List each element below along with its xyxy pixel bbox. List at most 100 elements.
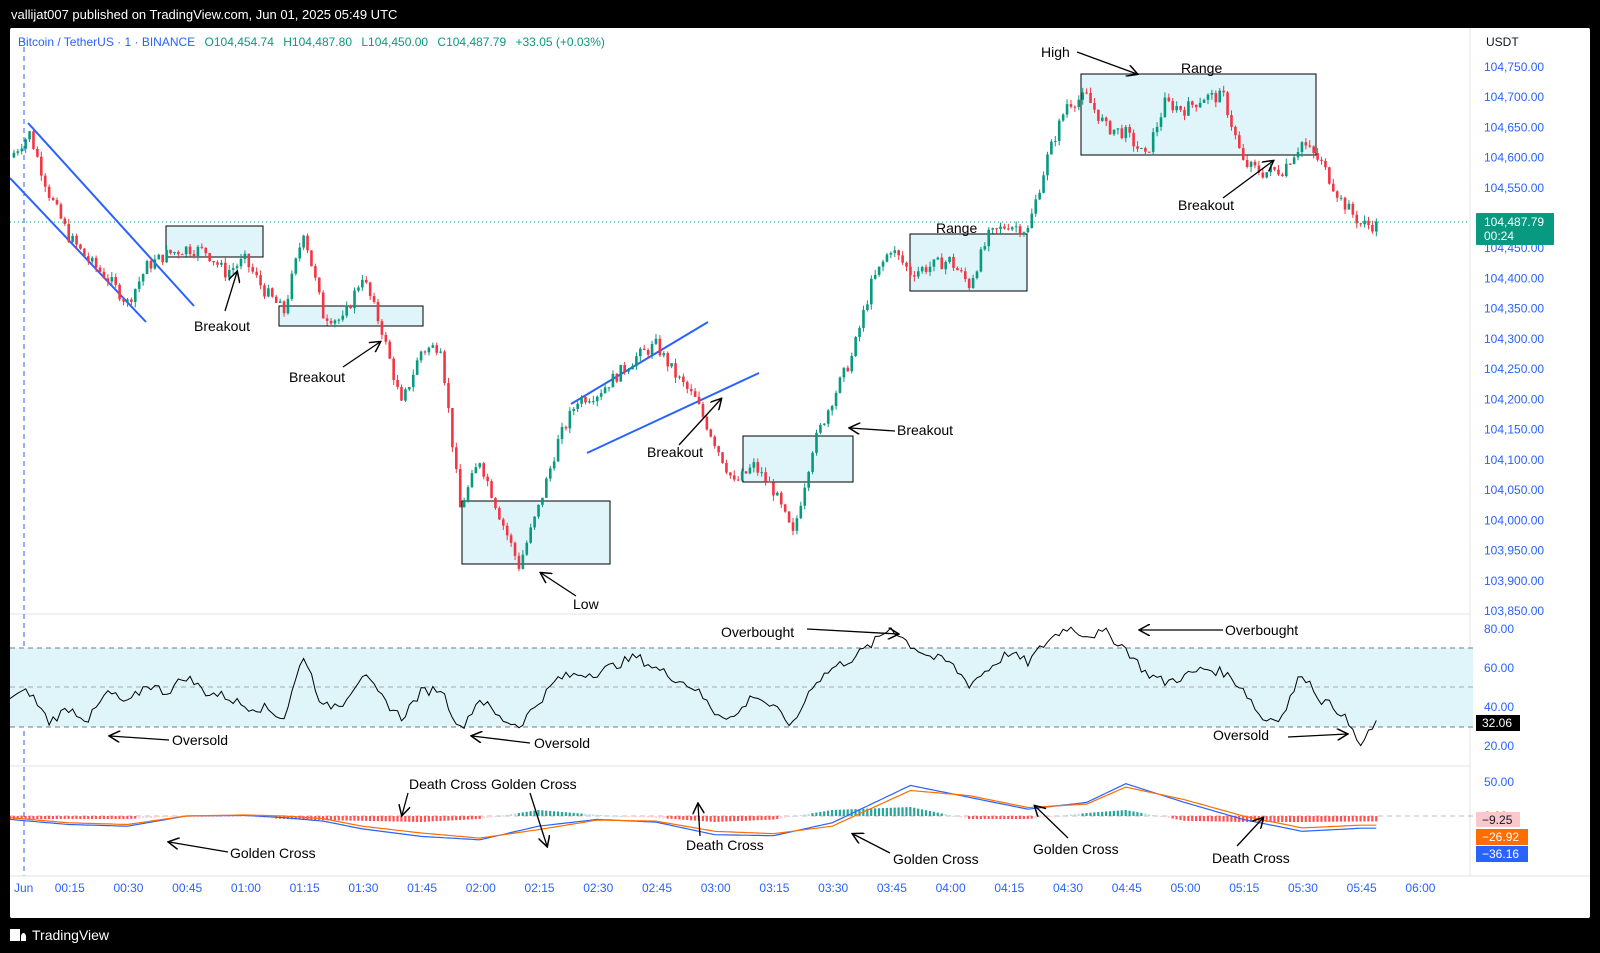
candle-body[interactable]: [200, 246, 204, 248]
candle-body[interactable]: [1343, 197, 1347, 210]
candle-body[interactable]: [126, 299, 129, 302]
candle-body[interactable]: [458, 468, 462, 508]
candle-body[interactable]: [576, 403, 579, 409]
candle-body[interactable]: [916, 271, 920, 277]
candle-body[interactable]: [870, 278, 873, 305]
candle-body[interactable]: [956, 267, 959, 271]
candle-body[interactable]: [1003, 226, 1006, 229]
candle-body[interactable]: [776, 492, 779, 496]
candle-body[interactable]: [987, 229, 991, 247]
candle-body[interactable]: [294, 258, 298, 274]
candle-body[interactable]: [979, 249, 983, 272]
candle-body[interactable]: [63, 218, 67, 225]
candle-body[interactable]: [220, 262, 223, 265]
candle-body[interactable]: [963, 271, 967, 280]
candle-body[interactable]: [263, 285, 266, 297]
tradingview-logo[interactable]: TradingView: [10, 927, 109, 943]
candle-body[interactable]: [693, 391, 697, 397]
candle-body[interactable]: [752, 462, 756, 468]
arrow-overbought-1[interactable]: [806, 629, 898, 634]
candle-body[interactable]: [1034, 199, 1038, 214]
candle-body[interactable]: [1249, 161, 1253, 167]
candle-body[interactable]: [682, 376, 685, 383]
candle-body[interactable]: [1191, 101, 1194, 105]
candle-body[interactable]: [556, 439, 560, 462]
price-axis[interactable]: USDT 104,750.00 104,700.00 104,650.00 104,6…: [1484, 35, 1544, 618]
candle-body[interactable]: [1140, 148, 1143, 150]
candle-body[interactable]: [823, 423, 826, 425]
candle-body[interactable]: [1022, 232, 1026, 235]
candle-body[interactable]: [995, 228, 998, 230]
candle-body[interactable]: [302, 235, 305, 248]
candle-body[interactable]: [94, 257, 98, 268]
candle-body[interactable]: [259, 275, 262, 286]
candle-body[interactable]: [274, 296, 278, 303]
candle-body[interactable]: [807, 471, 810, 488]
candle-body[interactable]: [380, 321, 384, 335]
candle-body[interactable]: [376, 301, 380, 322]
candle-body[interactable]: [427, 347, 431, 353]
candle-body[interactable]: [396, 379, 399, 387]
candle-body[interactable]: [936, 257, 940, 260]
candle-body[interactable]: [71, 235, 74, 242]
candle-body[interactable]: [1124, 126, 1128, 139]
candle-body[interactable]: [216, 262, 219, 265]
candle-body[interactable]: [1230, 115, 1233, 127]
candle-body[interactable]: [1210, 92, 1214, 95]
candle-body[interactable]: [1120, 128, 1124, 139]
legend-line[interactable]: Bitcoin / TetherUS · 1 · BINANCE O104,45…: [18, 35, 605, 49]
candle-body[interactable]: [1046, 154, 1049, 176]
candle-body[interactable]: [20, 148, 24, 152]
candle-body[interactable]: [43, 175, 47, 187]
candle-body[interactable]: [545, 478, 548, 498]
candle-body[interactable]: [177, 252, 180, 255]
candle-body[interactable]: [298, 247, 302, 259]
candle-body[interactable]: [306, 235, 309, 251]
candle-body[interactable]: [658, 338, 662, 356]
candle-body[interactable]: [791, 522, 795, 531]
candle-body[interactable]: [314, 266, 317, 278]
candle-body[interactable]: [435, 345, 439, 353]
candle-body[interactable]: [1304, 142, 1308, 146]
candle-body[interactable]: [1277, 169, 1280, 175]
candle-body[interactable]: [290, 273, 294, 299]
candle-body[interactable]: [118, 284, 121, 300]
candle-body[interactable]: [685, 382, 689, 389]
candle-body[interactable]: [1331, 183, 1335, 192]
candle-body[interactable]: [137, 281, 141, 289]
candle-body[interactable]: [1253, 161, 1257, 166]
candle-body[interactable]: [873, 274, 877, 279]
candle-body[interactable]: [866, 304, 869, 311]
candle-body[interactable]: [795, 518, 799, 531]
candle-body[interactable]: [1093, 102, 1096, 110]
candle-body[interactable]: [1241, 148, 1245, 160]
candle-body[interactable]: [603, 387, 607, 394]
candle-body[interactable]: [564, 427, 568, 429]
candle-body[interactable]: [646, 350, 650, 355]
candle-body[interactable]: [1050, 141, 1053, 155]
candle-body[interactable]: [760, 472, 763, 474]
candle-body[interactable]: [552, 461, 556, 469]
candle-body[interactable]: [173, 252, 176, 254]
candle-body[interactable]: [153, 259, 157, 269]
candle-body[interactable]: [317, 277, 321, 293]
candle-body[interactable]: [650, 343, 654, 355]
candle-body[interactable]: [983, 246, 987, 250]
candle-body[interactable]: [623, 364, 626, 372]
candle-body[interactable]: [948, 256, 951, 262]
candle-body[interactable]: [451, 407, 454, 448]
candle-body[interactable]: [1085, 92, 1088, 94]
candle-body[interactable]: [877, 266, 881, 275]
candle-body[interactable]: [1347, 203, 1351, 210]
macd-histogram[interactable]: [10, 807, 1378, 822]
chart-panel[interactable]: Breakout Breakout Breakout Breakout Brea…: [10, 28, 1590, 918]
candle-body[interactable]: [740, 471, 744, 481]
candle-body[interactable]: [361, 279, 364, 288]
candle-body[interactable]: [1014, 226, 1018, 228]
candle-body[interactable]: [717, 446, 720, 453]
channel-upper-line[interactable]: [27, 122, 195, 307]
candle-body[interactable]: [106, 278, 110, 282]
candle-body[interactable]: [513, 542, 517, 556]
candle-body[interactable]: [701, 404, 705, 417]
candle-body[interactable]: [595, 396, 599, 402]
